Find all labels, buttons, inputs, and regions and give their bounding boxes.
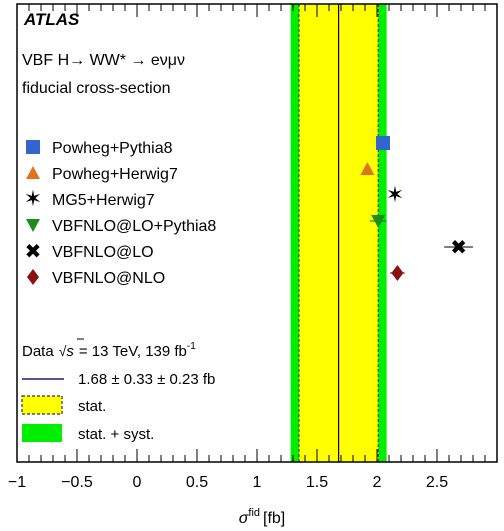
legend-label: Powheg+Herwig7 bbox=[52, 166, 178, 183]
legend-label: VBFNLO@LO bbox=[52, 244, 154, 261]
data-suffix: = 13 TeV, 139 fb bbox=[79, 343, 187, 360]
prediction-legend: Powheg+Pythia8 Powheg+Herwig7 ✶ MG5+Herwig7… bbox=[24, 140, 216, 287]
data-legend: Data √s = 13 TeV, 139 fb-1 1.68 ± 0.33 ± 0… bbox=[21, 338, 215, 443]
lumi-superscript: -1 bbox=[187, 341, 196, 352]
x-tick-label: 0 bbox=[133, 474, 142, 491]
legend-marker bbox=[27, 269, 39, 285]
chart-title-line-1: VBF H→ WW* → eνμν bbox=[22, 52, 185, 69]
data-line-label: 1.68 ± 0.33 ± 0.23 fb bbox=[78, 371, 215, 388]
legend-label: VBFNLO@LO+Pythia8 bbox=[52, 218, 216, 235]
stat-label: stat. bbox=[78, 398, 106, 415]
x-tick-label: 2.5 bbox=[426, 474, 448, 491]
stat-swatch bbox=[21, 395, 63, 415]
legend-marker bbox=[26, 219, 40, 232]
legend-label: VBFNLO@NLO bbox=[52, 270, 165, 287]
x-tick-label: 1.5 bbox=[306, 474, 328, 491]
legend-label: Powheg+Pythia8 bbox=[52, 140, 173, 157]
legend-marker: ✖ bbox=[25, 241, 42, 263]
prediction-point bbox=[371, 215, 386, 228]
prediction-point bbox=[376, 136, 390, 150]
x-tick-label: −1 bbox=[8, 474, 26, 491]
sqrt-s: s bbox=[66, 343, 74, 360]
x-tick-label: 2 bbox=[373, 474, 382, 491]
x-tick-label: −0.5 bbox=[61, 474, 93, 491]
prediction-point bbox=[391, 265, 404, 281]
chart-title-line-2: fiducial cross-section bbox=[22, 80, 171, 97]
x-axis-label: σfid [fb] bbox=[239, 507, 286, 527]
legend-label: MG5+Herwig7 bbox=[52, 192, 155, 209]
x-tick-label: 0.5 bbox=[186, 474, 208, 491]
legend-marker: ✶ bbox=[24, 186, 42, 211]
experiment-label: ATLAS bbox=[23, 10, 80, 29]
data-legend-label: Data √s = 13 TeV, 139 fb-1 bbox=[22, 341, 196, 360]
prediction-point bbox=[360, 162, 375, 175]
legend-marker bbox=[26, 166, 40, 179]
x-tick-label: 1 bbox=[253, 474, 262, 491]
data-prefix: Data bbox=[22, 343, 54, 360]
prediction-points: ✶✖ bbox=[360, 136, 473, 281]
total-label: stat. + syst. bbox=[78, 426, 154, 443]
prediction-point: ✖ bbox=[450, 237, 467, 259]
x-axis-ticks: −1 −0.5 0 0.5 1 1.5 2 2.5 bbox=[8, 4, 498, 491]
total-swatch bbox=[22, 424, 62, 442]
legend-marker bbox=[26, 140, 40, 154]
prediction-point: ✶ bbox=[386, 182, 404, 207]
